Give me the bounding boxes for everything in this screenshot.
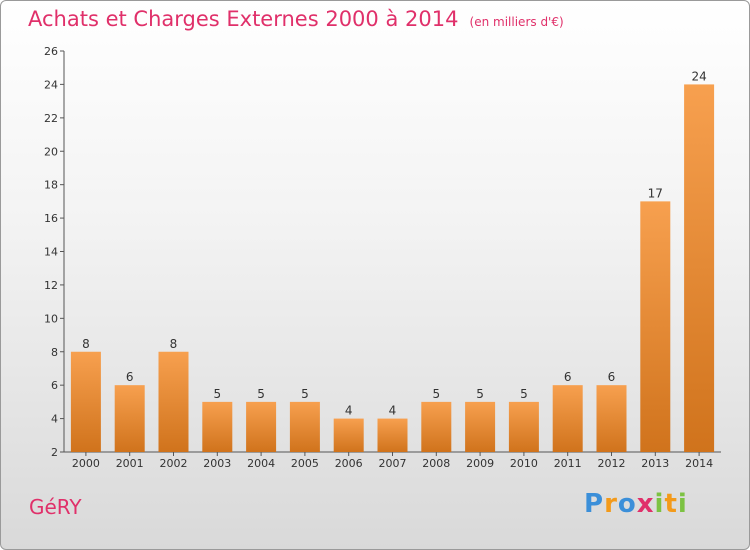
logo-letter: o: [617, 489, 637, 519]
bar: [333, 418, 364, 452]
bar-value-label: 6: [126, 370, 134, 384]
logo-letter: P: [584, 489, 605, 519]
bar-value-label: 5: [257, 387, 265, 401]
bar: [289, 401, 320, 452]
y-tick-label: 4: [51, 413, 58, 426]
bar-value-label: 4: [345, 404, 353, 418]
bar-value-label: 5: [432, 387, 440, 401]
x-tick-label: 2013: [641, 457, 669, 470]
bar: [465, 401, 496, 452]
bar-value-label: 5: [476, 387, 484, 401]
bar: [421, 401, 452, 452]
y-tick-label: 8: [51, 346, 58, 359]
x-tick-label: 2012: [598, 457, 626, 470]
y-tick-label: 24: [44, 78, 58, 91]
y-tick-label: 6: [51, 379, 58, 392]
bar: [114, 385, 145, 452]
logo-letter: x: [636, 489, 655, 519]
bar: [377, 418, 408, 452]
x-tick-label: 2004: [247, 457, 275, 470]
x-tick-label: 2002: [160, 457, 188, 470]
y-tick-label: 20: [44, 145, 58, 158]
bar: [158, 351, 189, 452]
x-tick-label: 2009: [466, 457, 494, 470]
bar-value-label: 17: [648, 186, 663, 200]
bar-value-label: 5: [213, 387, 221, 401]
bar: [508, 401, 539, 452]
y-tick-label: 12: [44, 279, 58, 292]
y-tick-label: 18: [44, 179, 58, 192]
y-tick-label: 10: [44, 312, 58, 325]
y-tick-label: 26: [44, 45, 58, 58]
bar-value-label: 8: [82, 337, 90, 351]
x-tick-label: 2000: [72, 457, 100, 470]
chart-title-main: Achats et Charges Externes 2000 à 2014: [28, 7, 459, 31]
x-tick-label: 2008: [422, 457, 450, 470]
x-tick-label: 2014: [685, 457, 713, 470]
commune-name: GéRY: [29, 495, 82, 519]
bar: [202, 401, 233, 452]
x-tick-label: 2005: [291, 457, 319, 470]
bar: [70, 351, 101, 452]
bar-value-label: 5: [520, 387, 528, 401]
x-tick-label: 2006: [335, 457, 363, 470]
bar: [684, 84, 715, 453]
x-tick-label: 2001: [116, 457, 144, 470]
logo-letter: r: [604, 489, 618, 519]
bar-value-label: 6: [564, 370, 572, 384]
logo-letter: t: [664, 489, 678, 519]
bar: [596, 385, 627, 452]
y-tick-label: 16: [44, 212, 58, 225]
bar: [552, 385, 583, 452]
bar-value-label: 5: [301, 387, 309, 401]
x-tick-label: 2007: [379, 457, 407, 470]
bar-value-label: 4: [389, 404, 397, 418]
logo-letter: i: [677, 489, 688, 519]
chart-title-unit: (en milliers d'€): [469, 15, 564, 29]
bar-value-label: 6: [608, 370, 616, 384]
bar-value-label: 8: [170, 337, 178, 351]
x-tick-label: 2011: [554, 457, 582, 470]
y-tick-label: 22: [44, 112, 58, 125]
x-tick-label: 2003: [203, 457, 231, 470]
y-tick-label: 2: [51, 446, 58, 459]
bar: [246, 401, 277, 452]
logo-letter: i: [654, 489, 665, 519]
bar: [640, 201, 671, 452]
proxiti-logo[interactable]: Proxiti: [584, 489, 688, 519]
y-tick-label: 14: [44, 246, 58, 259]
chart-title: Achats et Charges Externes 2000 à 2014 (…: [28, 7, 564, 31]
bar-value-label: 24: [691, 69, 706, 83]
x-tick-label: 2010: [510, 457, 538, 470]
